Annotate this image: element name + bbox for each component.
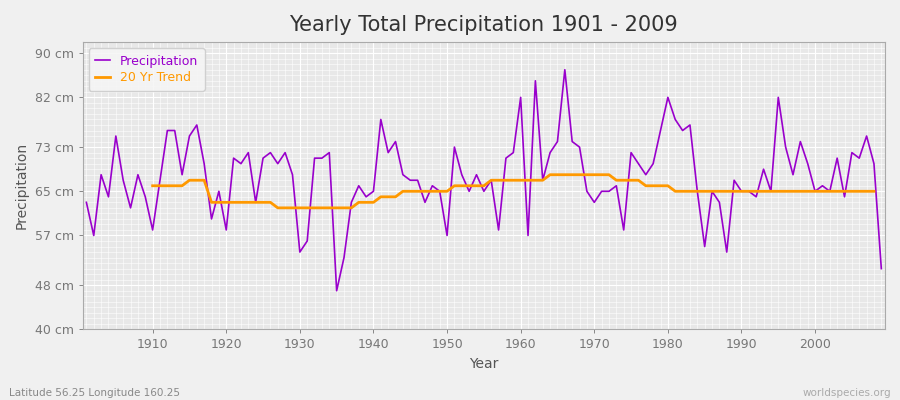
20 Yr Trend xyxy=(544,172,555,177)
20 Yr Trend xyxy=(148,183,158,188)
Precipitation xyxy=(876,266,886,271)
Precipitation xyxy=(618,228,629,232)
X-axis label: Year: Year xyxy=(469,357,499,371)
Line: Precipitation: Precipitation xyxy=(86,70,881,291)
Precipitation xyxy=(81,200,92,205)
Precipitation xyxy=(516,95,526,100)
20 Yr Trend xyxy=(273,206,284,210)
Text: Latitude 56.25 Longitude 160.25: Latitude 56.25 Longitude 160.25 xyxy=(9,388,180,398)
Precipitation xyxy=(331,288,342,293)
20 Yr Trend xyxy=(868,189,879,194)
20 Yr Trend xyxy=(324,206,335,210)
20 Yr Trend xyxy=(729,189,740,194)
Legend: Precipitation, 20 Yr Trend: Precipitation, 20 Yr Trend xyxy=(89,48,204,91)
Text: worldspecies.org: worldspecies.org xyxy=(803,388,891,398)
Precipitation xyxy=(354,183,364,188)
Line: 20 Yr Trend: 20 Yr Trend xyxy=(153,175,874,208)
20 Yr Trend xyxy=(516,178,526,183)
20 Yr Trend xyxy=(375,194,386,199)
Title: Yearly Total Precipitation 1901 - 2009: Yearly Total Precipitation 1901 - 2009 xyxy=(290,15,679,35)
Precipitation xyxy=(560,67,571,72)
Precipitation xyxy=(302,239,312,244)
Precipitation xyxy=(140,194,150,199)
20 Yr Trend xyxy=(537,178,548,183)
Precipitation xyxy=(523,233,534,238)
20 Yr Trend xyxy=(346,206,356,210)
Y-axis label: Precipitation: Precipitation xyxy=(15,142,29,229)
